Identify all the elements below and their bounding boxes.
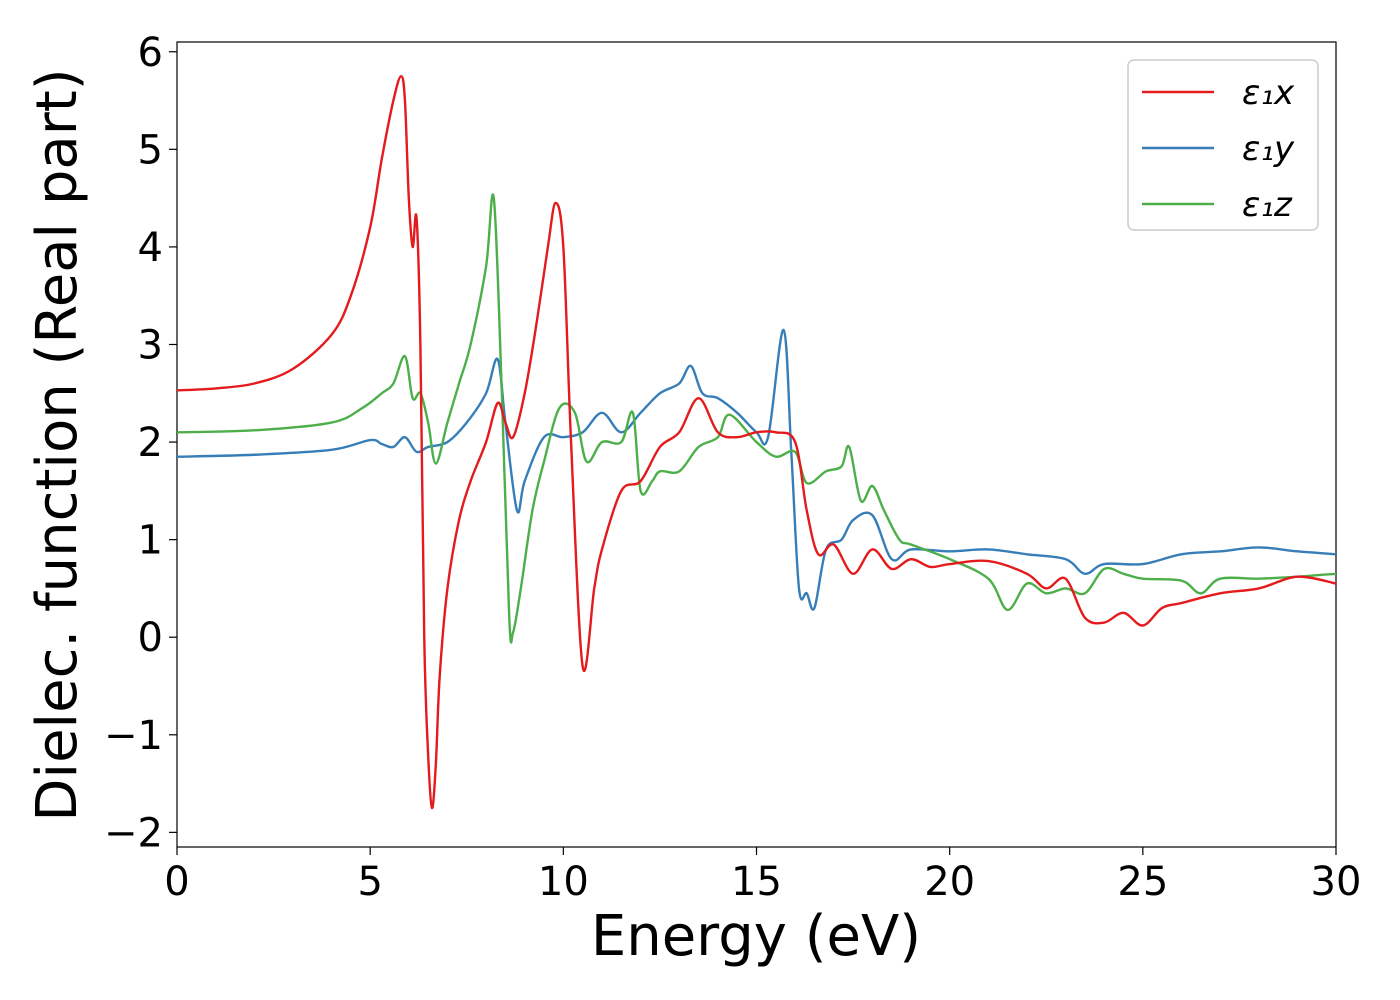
y-axis-title: Dielec. function (Real part) (25, 68, 90, 821)
y-tick-label: −1 (104, 713, 163, 759)
y-axis-ticks: −2 −1 0 1 2 3 4 5 6 (104, 30, 177, 856)
y-tick-label: 4 (138, 225, 163, 271)
x-tick-label: 5 (357, 859, 382, 905)
series-line-1 (176, 328, 1337, 611)
y-tick-label: 2 (138, 420, 163, 466)
x-tick-label: 30 (1311, 859, 1362, 905)
legend-items: ε₁x ε₁y ε₁z (1142, 73, 1295, 225)
x-axis-title: Energy (eV) (591, 904, 921, 969)
x-tick-label: 15 (731, 859, 782, 905)
x-tick-label: 10 (538, 859, 589, 905)
y-tick-label: 6 (138, 30, 163, 76)
x-axis-ticks: 0 5 10 15 20 25 30 (164, 847, 1361, 905)
series-lines (176, 74, 1337, 810)
y-tick-label: 1 (138, 518, 163, 564)
x-tick-label: 0 (164, 859, 189, 905)
y-tick-label: 0 (138, 615, 163, 661)
y-tick-label: 5 (138, 127, 163, 173)
y-tick-label: −2 (104, 810, 163, 856)
series-line-2 (176, 193, 1337, 644)
x-tick-label: 25 (1117, 859, 1168, 905)
y-tick-label: 3 (138, 322, 163, 368)
legend-box (1127, 59, 1319, 231)
series-line-0 (176, 74, 1337, 810)
legend-label: ε₁z (1242, 185, 1293, 225)
legend-label: ε₁y (1242, 129, 1295, 169)
legend: ε₁x ε₁y ε₁z (1127, 59, 1319, 231)
legend-label: ε₁x (1242, 73, 1295, 113)
x-tick-label: 20 (924, 859, 975, 905)
